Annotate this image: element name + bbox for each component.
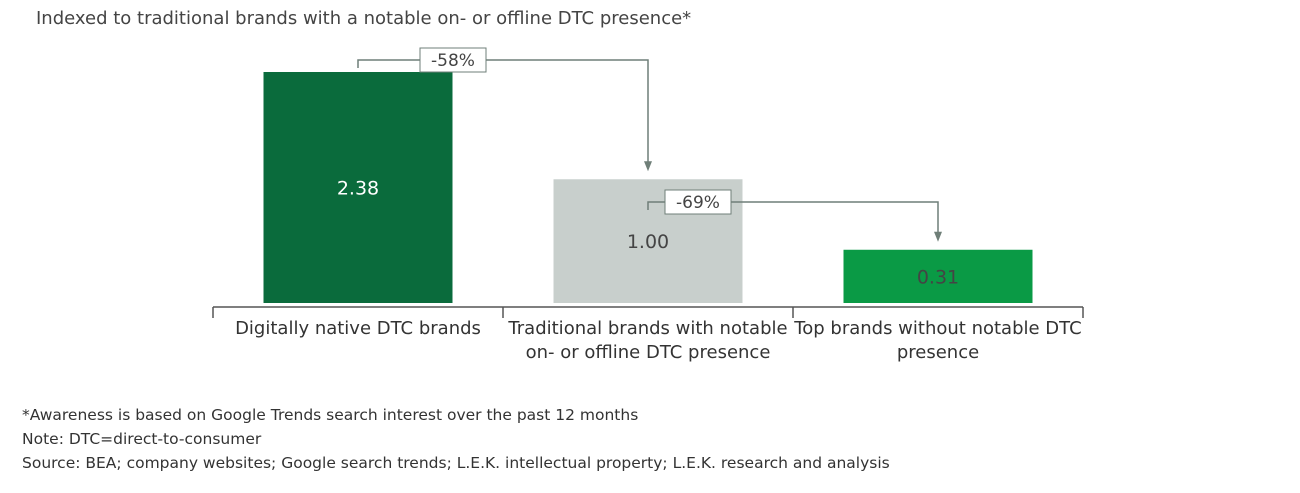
category-label: Traditional brands with notable on- or o…	[508, 318, 788, 363]
change-label: -58%	[431, 51, 475, 71]
footnotes: *Awareness is based on Google Trends sea…	[22, 403, 890, 475]
arrow-head	[644, 161, 652, 172]
change-badge	[664, 189, 732, 215]
change-connector	[647, 201, 939, 234]
change-badge	[419, 47, 487, 73]
footnote-note: Note: DTC=direct-to-consumer	[22, 430, 262, 448]
data-label: 0.31	[917, 266, 959, 288]
chart-subtitle: Indexed to traditional brands with a not…	[36, 8, 692, 29]
change-label: -69%	[676, 193, 720, 213]
data-label: 2.38	[337, 178, 379, 200]
category-label: Top brands without notable DTC presence	[794, 318, 1082, 363]
footnote-source: Source: BEA; company websites; Google se…	[22, 454, 890, 472]
footnote-awareness: *Awareness is based on Google Trends sea…	[22, 406, 639, 424]
bar	[263, 72, 453, 303]
bar	[843, 249, 1033, 303]
arrow-head	[934, 231, 942, 242]
bar-chart: 2.38 1.00 0.31 -58% -69%	[212, 47, 1084, 318]
category-label: Digitally native DTC brands	[235, 318, 481, 339]
data-label: 1.00	[627, 231, 669, 253]
change-connector	[357, 59, 649, 164]
